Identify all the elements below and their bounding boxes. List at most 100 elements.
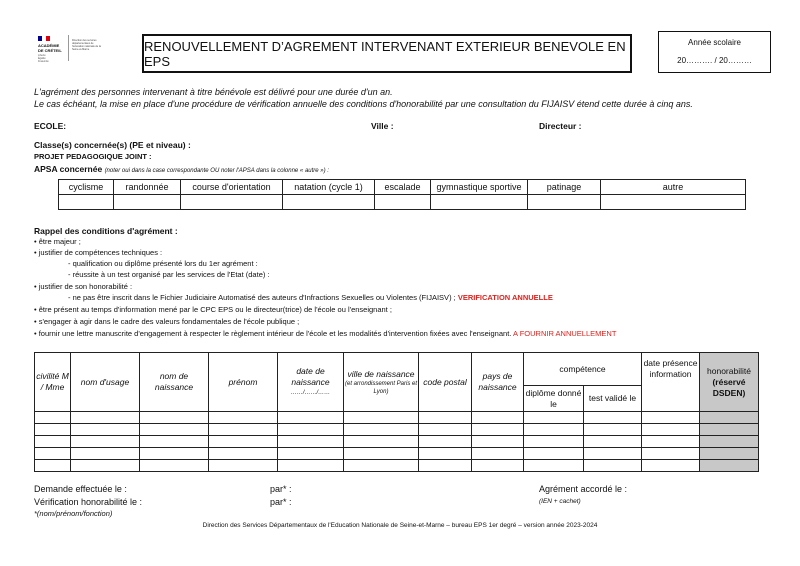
- year-field[interactable]: 20………. / 20………: [677, 56, 752, 65]
- projet-field[interactable]: PROJET PEDAGOGIQUE JOINT :: [34, 152, 152, 161]
- table-cell[interactable]: [641, 411, 700, 424]
- date-naissance-label: date de naissance: [291, 365, 330, 387]
- table-cell[interactable]: [418, 447, 472, 460]
- table-cell[interactable]: [277, 423, 344, 436]
- table-cell[interactable]: [523, 423, 584, 436]
- table-cell[interactable]: [34, 435, 71, 448]
- ville-field[interactable]: Ville :: [371, 121, 394, 131]
- table-cell[interactable]: [641, 447, 700, 460]
- classes-field[interactable]: Classe(s) concernée(s) (PE et niveau) :: [34, 140, 191, 150]
- table-cell[interactable]: [208, 423, 278, 436]
- apsa-col-header: gymnastique sportive: [430, 179, 528, 195]
- table-cell[interactable]: [343, 435, 419, 448]
- table-cell[interactable]: [34, 411, 71, 424]
- table-cell[interactable]: [471, 423, 524, 436]
- table-cell[interactable]: [139, 459, 209, 472]
- table-cell[interactable]: [34, 423, 71, 436]
- apsa-cell[interactable]: [58, 194, 114, 210]
- table-cell[interactable]: [471, 411, 524, 424]
- table-cell[interactable]: [139, 435, 209, 448]
- col-nom-naissance: nom de naissance: [139, 352, 209, 412]
- table-cell[interactable]: [208, 435, 278, 448]
- table-row: [34, 423, 759, 436]
- ecole-field[interactable]: ECOLE:: [34, 121, 67, 131]
- table-cell[interactable]: [523, 411, 584, 424]
- table-row: [34, 411, 759, 424]
- table-cell[interactable]: [523, 447, 584, 460]
- col-honorabilite: honorabilité (réservé DSDEN): [699, 352, 759, 412]
- table-cell[interactable]: [583, 423, 642, 436]
- rappel-item: - qualification ou diplôme présenté lors…: [68, 259, 258, 268]
- year-box: Année scolaire 20………. / 20………: [658, 31, 771, 73]
- rappel-item-text: - ne pas être inscrit dans le Fichier Ju…: [68, 293, 458, 302]
- table-cell[interactable]: [139, 411, 209, 424]
- apsa-cell[interactable]: [113, 194, 181, 210]
- table-cell[interactable]: [34, 447, 71, 460]
- table-cell[interactable]: [471, 447, 524, 460]
- logo-service: Direction des services départementaux de…: [72, 39, 101, 51]
- table-cell[interactable]: [641, 435, 700, 448]
- apsa-cell[interactable]: [282, 194, 375, 210]
- table-cell[interactable]: [208, 411, 278, 424]
- table-cell[interactable]: [583, 435, 642, 448]
- marianne-flag-icon: [38, 36, 50, 41]
- rappel-item-text: • être majeur ;: [34, 237, 81, 246]
- table-cell[interactable]: [139, 423, 209, 436]
- table-cell[interactable]: [343, 423, 419, 436]
- apsa-cell[interactable]: [600, 194, 746, 210]
- table-cell[interactable]: [277, 411, 344, 424]
- honorabilite-cell: [699, 411, 759, 424]
- table-cell[interactable]: [277, 435, 344, 448]
- table-cell[interactable]: [583, 447, 642, 460]
- table-cell[interactable]: [70, 423, 140, 436]
- table-cell[interactable]: [418, 459, 472, 472]
- table-cell[interactable]: [418, 435, 472, 448]
- table-row: [34, 459, 759, 472]
- agrement-field[interactable]: Agrément accordé le :: [539, 484, 628, 494]
- apsa-cell[interactable]: [430, 194, 528, 210]
- table-cell[interactable]: [343, 411, 419, 424]
- table-cell[interactable]: [343, 459, 419, 472]
- apsa-label: APSA concernée: [34, 164, 103, 174]
- table-cell[interactable]: [471, 435, 524, 448]
- ville-label: ville de naissance: [347, 368, 415, 379]
- table-cell[interactable]: [34, 459, 71, 472]
- par-field-1[interactable]: par* :: [270, 484, 292, 494]
- table-cell[interactable]: [343, 447, 419, 460]
- table-cell[interactable]: [418, 411, 472, 424]
- table-cell[interactable]: [418, 423, 472, 436]
- table-cell[interactable]: [471, 459, 524, 472]
- table-cell[interactable]: [208, 447, 278, 460]
- table-cell[interactable]: [641, 423, 700, 436]
- table-cell[interactable]: [70, 435, 140, 448]
- table-cell[interactable]: [70, 411, 140, 424]
- table-cell[interactable]: [277, 447, 344, 460]
- par-field-2[interactable]: par* :: [270, 497, 292, 507]
- page-title: RENOUVELLEMENT D’AGREMENT INTERVENANT EX…: [144, 38, 626, 69]
- date-presence-sub: [641, 385, 700, 412]
- directeur-field[interactable]: Directeur :: [539, 121, 582, 131]
- apsa-cell[interactable]: [527, 194, 601, 210]
- table-cell[interactable]: [277, 459, 344, 472]
- table-cell[interactable]: [139, 447, 209, 460]
- demande-field[interactable]: Demande effectuée le :: [34, 484, 127, 494]
- table-cell[interactable]: [523, 435, 584, 448]
- apsa-col-header: autre: [600, 179, 746, 195]
- date-format: ……/……/……: [290, 389, 331, 396]
- verification-field[interactable]: Vérification honorabilité le :: [34, 497, 143, 507]
- table-cell[interactable]: [70, 447, 140, 460]
- apsa-col-header: randonnée: [113, 179, 181, 195]
- apsa-cell[interactable]: [374, 194, 431, 210]
- table-cell[interactable]: [641, 459, 700, 472]
- table-cell[interactable]: [523, 459, 584, 472]
- table-cell[interactable]: [583, 459, 642, 472]
- apsa-cell[interactable]: [180, 194, 283, 210]
- table-cell[interactable]: [70, 459, 140, 472]
- col-prenom: prénom: [208, 352, 278, 412]
- apsa-col-header: cyclisme: [58, 179, 114, 195]
- col-ville: ville de naissance (et arrondissement Par…: [343, 352, 419, 412]
- table-cell[interactable]: [583, 411, 642, 424]
- table-cell[interactable]: [208, 459, 278, 472]
- col-diplome: diplôme donné le: [523, 385, 584, 412]
- col-civilite: civilité M / Mme: [34, 352, 71, 412]
